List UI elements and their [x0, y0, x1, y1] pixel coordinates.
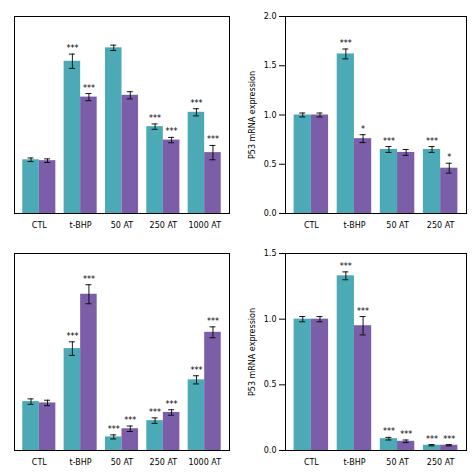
svg-text:***: ***	[340, 262, 352, 271]
svg-text:***: ***	[166, 127, 178, 136]
svg-text:***: ***	[190, 99, 202, 108]
svg-text:P53 mRNA expression: P53 mRNA expression	[248, 308, 257, 396]
svg-text:CTL: CTL	[32, 221, 47, 230]
svg-text:***: ***	[66, 332, 78, 341]
svg-text:*: *	[361, 125, 365, 134]
svg-text:***: ***	[340, 39, 352, 48]
svg-text:***: ***	[443, 435, 455, 444]
svg-text:1.5: 1.5	[264, 249, 277, 258]
svg-text:250 AT: 250 AT	[427, 458, 455, 467]
svg-text:CTL: CTL	[304, 221, 319, 230]
svg-text:***: ***	[357, 307, 369, 316]
svg-text:t-BHP: t-BHP	[343, 458, 365, 467]
svg-text:1000 AT: 1000 AT	[188, 221, 221, 230]
svg-text:***: ***	[83, 275, 95, 284]
svg-text:P53 mRNA expression: P53 mRNA expression	[248, 71, 257, 159]
svg-text:1.0: 1.0	[264, 315, 277, 324]
svg-text:***: ***	[149, 114, 161, 123]
svg-text:***: ***	[400, 430, 412, 439]
svg-text:50 AT: 50 AT	[386, 458, 409, 467]
svg-text:50 AT: 50 AT	[111, 221, 134, 230]
svg-text:t-BHP: t-BHP	[343, 221, 365, 230]
svg-text:1.5: 1.5	[264, 61, 277, 70]
svg-text:250 AT: 250 AT	[427, 221, 455, 230]
svg-text:***: ***	[124, 416, 136, 425]
svg-text:2.0: 2.0	[264, 12, 277, 21]
svg-text:50 AT: 50 AT	[386, 221, 409, 230]
svg-text:1.0: 1.0	[264, 111, 277, 120]
svg-text:***: ***	[149, 408, 161, 417]
svg-text:***: ***	[207, 135, 219, 144]
svg-text:***: ***	[383, 427, 395, 436]
svg-text:***: ***	[426, 137, 438, 146]
svg-text:0.0: 0.0	[264, 209, 277, 218]
svg-text:***: ***	[166, 400, 178, 409]
svg-text:0.0: 0.0	[264, 446, 277, 455]
svg-text:*: *	[447, 153, 451, 162]
svg-text:1000 AT: 1000 AT	[188, 458, 221, 467]
svg-text:***: ***	[207, 317, 219, 326]
svg-text:***: ***	[426, 435, 438, 444]
svg-text:***: ***	[108, 425, 120, 434]
svg-text:50 AT: 50 AT	[111, 458, 134, 467]
svg-text:***: ***	[383, 137, 395, 146]
svg-text:***: ***	[83, 84, 95, 93]
svg-text:t-BHP: t-BHP	[70, 221, 92, 230]
svg-text:0.5: 0.5	[264, 380, 277, 389]
svg-text:***: ***	[66, 44, 78, 53]
svg-text:250 AT: 250 AT	[150, 458, 178, 467]
svg-text:t-BHP: t-BHP	[70, 458, 92, 467]
svg-text:250 AT: 250 AT	[150, 221, 178, 230]
svg-text:CTL: CTL	[304, 458, 319, 467]
svg-text:CTL: CTL	[32, 458, 47, 467]
svg-text:***: ***	[190, 366, 202, 375]
svg-text:0.5: 0.5	[264, 160, 277, 169]
